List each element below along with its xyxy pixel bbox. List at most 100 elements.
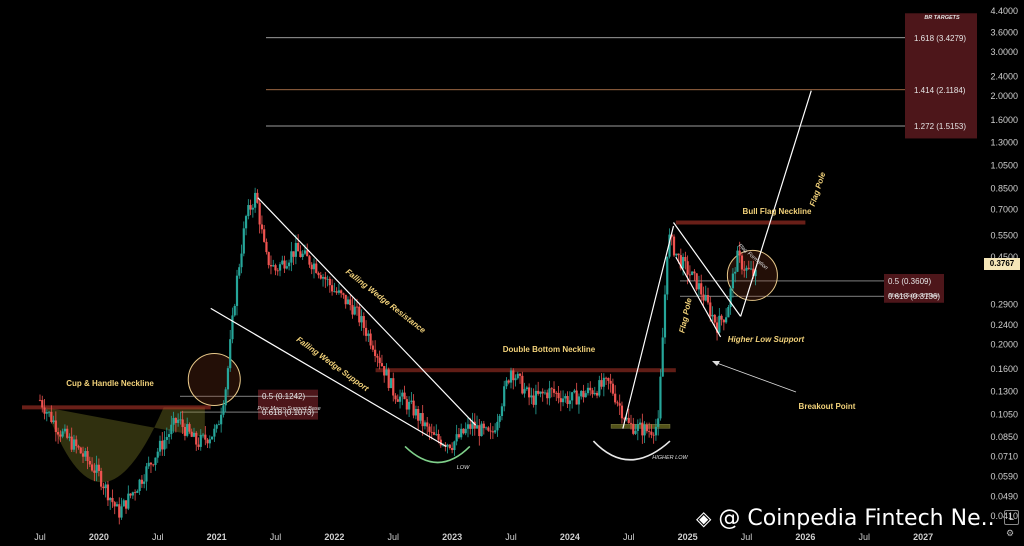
log-scale-button[interactable]: L [1004, 510, 1019, 525]
candle-body [276, 270, 279, 272]
candle-body [432, 432, 436, 435]
candle-body [163, 439, 166, 450]
base-band [610, 424, 671, 429]
candle-body [109, 497, 112, 501]
candle-body [287, 262, 291, 267]
logo-icon: ◈ [696, 506, 712, 530]
candle-body [688, 274, 691, 276]
candle-body [722, 319, 725, 323]
candle-body [475, 425, 479, 429]
flag-resistance-line [673, 222, 742, 317]
candle-body [290, 251, 293, 263]
flag-pole-line-2 [740, 90, 812, 317]
candle-body [120, 506, 123, 518]
candle-body [306, 250, 309, 257]
candle-body [691, 271, 694, 275]
candle-body [487, 427, 490, 431]
x-tick-label: Jul [152, 532, 164, 542]
candle-body [303, 250, 307, 254]
candle-body [595, 392, 599, 396]
cup-handle-label: Cup & Handle Neckline [66, 379, 154, 388]
candle-body [695, 273, 698, 290]
candle-body [552, 388, 556, 393]
candle-body [333, 291, 336, 293]
candle-body [670, 234, 673, 237]
bull-flag-band [675, 220, 806, 225]
candle-body [113, 502, 116, 507]
candle-body [380, 363, 384, 367]
candle-body [571, 392, 574, 401]
candle-body [45, 412, 48, 414]
candle-body [410, 400, 413, 402]
candle-body [235, 275, 239, 306]
candle-body [469, 424, 472, 429]
candle-body [627, 417, 630, 423]
candle-body [516, 373, 519, 379]
candle-body [727, 307, 730, 318]
flag-pole-label-2: Flag Pole [808, 170, 828, 207]
candle-body [353, 306, 356, 315]
candle-body [437, 433, 440, 440]
candle-body [709, 302, 712, 317]
candle-body [661, 337, 664, 377]
candle-body [238, 267, 241, 276]
candle-body [484, 427, 488, 429]
candle-body [473, 421, 476, 429]
candle-body [623, 418, 626, 420]
candle-body [745, 267, 748, 271]
candle-body [618, 403, 621, 406]
candle-body [539, 391, 542, 394]
candle-body [611, 383, 614, 394]
candle-body [233, 305, 236, 316]
candle-body [197, 444, 200, 447]
candle-body [190, 431, 193, 437]
y-tick-label: 0.0710 [990, 452, 1018, 462]
candle-body [292, 251, 295, 257]
cup-handle-shading [45, 407, 205, 483]
breakout-arrowhead [712, 361, 720, 366]
candle-body [256, 192, 259, 203]
candle-body [398, 396, 402, 402]
candle-body [532, 395, 535, 405]
candle-body [706, 295, 710, 303]
candle-body [503, 386, 506, 407]
x-tick-label: Jul [623, 532, 635, 542]
settings-icon[interactable]: ⚙ [1006, 528, 1015, 538]
flag-pole-label-1: Flag Pole [677, 297, 693, 334]
candle-body [102, 486, 105, 489]
target-levels: 1.618 (3.4279) 1.414 (2.1184) 1.272 (1.515… [180, 13, 977, 420]
candle-body [616, 402, 619, 404]
candle-body [548, 388, 551, 399]
candle-body [455, 434, 458, 442]
candle-body [464, 428, 467, 434]
candle-body [600, 380, 603, 387]
candle-body [57, 432, 60, 435]
candle-body [509, 370, 513, 383]
candle-body [451, 448, 454, 451]
candle-body [90, 464, 94, 471]
candle-body [580, 390, 583, 397]
candle-body [183, 426, 187, 436]
candle-body [172, 417, 175, 425]
candle-body [663, 294, 667, 338]
candle-body [344, 294, 347, 305]
candle-body [738, 250, 741, 256]
candle-body [681, 256, 685, 269]
candle-body [392, 378, 395, 396]
candle-body [265, 241, 268, 253]
candle-body [561, 398, 565, 403]
candle-body [435, 433, 438, 435]
candle-body [394, 395, 397, 400]
candle-body [254, 192, 257, 208]
y-tick-label: 3.0000 [990, 47, 1018, 57]
candle-body [165, 437, 168, 440]
candle-body [364, 327, 368, 336]
candle-body [324, 276, 327, 280]
candle-body [555, 392, 558, 394]
watermark-label: @ Coinpedia Fintech Ne.. [718, 506, 995, 531]
candle-body [217, 424, 220, 426]
low-arc [404, 445, 471, 464]
candle-body [222, 405, 225, 415]
candle-body [657, 418, 660, 427]
